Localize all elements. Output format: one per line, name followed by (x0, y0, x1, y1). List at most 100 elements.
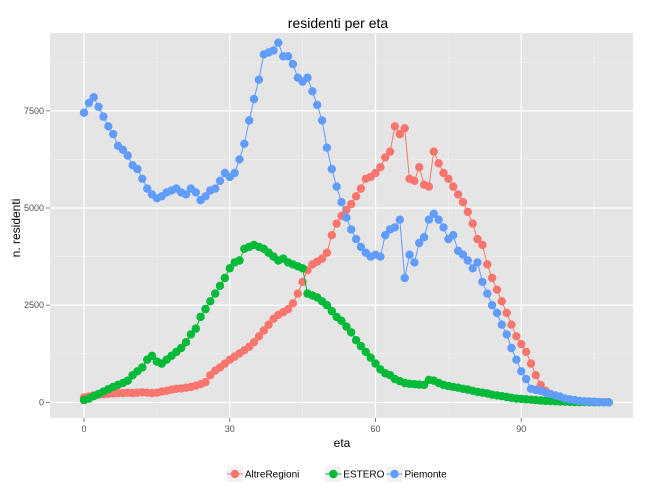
legend-label: Piemonte (405, 470, 448, 481)
data-point (269, 46, 278, 55)
data-point (487, 301, 497, 310)
data-point (517, 367, 526, 376)
data-point (410, 258, 419, 267)
data-point (419, 233, 429, 242)
data-point (356, 341, 366, 351)
data-point (492, 285, 502, 294)
legend-key-point (390, 469, 399, 479)
y-tick-label: 5000 (24, 203, 44, 213)
data-point (303, 73, 312, 82)
data-point (439, 223, 448, 232)
data-point (138, 363, 147, 372)
data-point (502, 330, 511, 339)
data-point (322, 301, 332, 310)
data-point (230, 168, 239, 178)
data-point (453, 190, 463, 199)
data-point (356, 242, 366, 252)
data-point (351, 234, 361, 244)
data-point (473, 258, 482, 267)
data-point (381, 153, 390, 162)
data-point (497, 297, 506, 306)
data-point (444, 174, 453, 183)
data-point (196, 312, 205, 322)
data-point (249, 338, 259, 347)
data-point (385, 147, 395, 156)
data-point (201, 192, 210, 201)
data-point (400, 273, 409, 283)
data-point (376, 163, 385, 172)
data-point (317, 116, 327, 125)
data-point (434, 215, 443, 224)
data-point (337, 316, 346, 325)
data-point (181, 338, 191, 347)
x-tick-label: 90 (516, 424, 526, 434)
data-point (424, 215, 434, 224)
data-point (342, 322, 351, 331)
data-point (415, 238, 424, 248)
data-point (191, 188, 200, 197)
data-point (283, 52, 293, 61)
data-point (400, 124, 409, 133)
data-point (356, 184, 366, 193)
data-point (521, 347, 531, 357)
data-point (497, 320, 506, 329)
data-point (211, 184, 220, 193)
minor-gridlines (50, 33, 633, 418)
data-point (254, 332, 264, 341)
data-point (347, 328, 356, 337)
data-point (390, 122, 400, 131)
data-point (395, 129, 404, 139)
data-point (332, 182, 341, 191)
y-tick-label: 7500 (24, 106, 44, 116)
data-point (478, 240, 487, 250)
data-point (395, 215, 404, 224)
data-point (410, 176, 419, 185)
x-tick-label: 60 (371, 424, 381, 434)
data-point (215, 281, 225, 290)
data-point (337, 198, 346, 207)
data-point (449, 231, 458, 240)
data-point (308, 87, 317, 96)
data-point (347, 225, 356, 234)
x-axis-title: eta (334, 436, 351, 450)
data-point (405, 250, 414, 259)
data-point (434, 159, 443, 168)
data-point (259, 326, 268, 335)
data-point (531, 371, 540, 380)
legend-key-point (230, 469, 240, 479)
data-point (512, 332, 521, 341)
data-point (215, 176, 225, 185)
legend-item-altreregioni: AltreRegioni (226, 466, 299, 482)
legend-label: AltreRegioni (245, 470, 299, 481)
data-point (283, 304, 293, 314)
series-layer (79, 38, 613, 407)
data-point (347, 199, 356, 209)
data-point (191, 324, 200, 333)
data-point (177, 343, 186, 353)
data-point (361, 347, 370, 357)
data-point (366, 353, 375, 362)
data-point (415, 163, 424, 172)
data-point (118, 145, 128, 154)
data-point (123, 151, 132, 160)
data-point (502, 308, 511, 318)
data-point (507, 320, 516, 329)
data-point (143, 184, 152, 193)
chart-title: residenti per eta (288, 15, 389, 31)
data-point (89, 93, 98, 102)
data-point (186, 330, 196, 339)
data-point (206, 297, 215, 306)
y-tick-label: 2500 (24, 300, 44, 310)
legend: AltreRegioni ESTERO Piemonte (226, 466, 448, 482)
data-point (235, 256, 244, 265)
major-gridlines (50, 33, 633, 418)
data-point (288, 299, 298, 308)
data-point (458, 250, 468, 259)
data-point (390, 223, 400, 232)
data-point (604, 398, 613, 407)
data-point (371, 359, 380, 368)
data-point (235, 155, 244, 164)
data-point (429, 147, 438, 156)
data-point (517, 339, 526, 349)
